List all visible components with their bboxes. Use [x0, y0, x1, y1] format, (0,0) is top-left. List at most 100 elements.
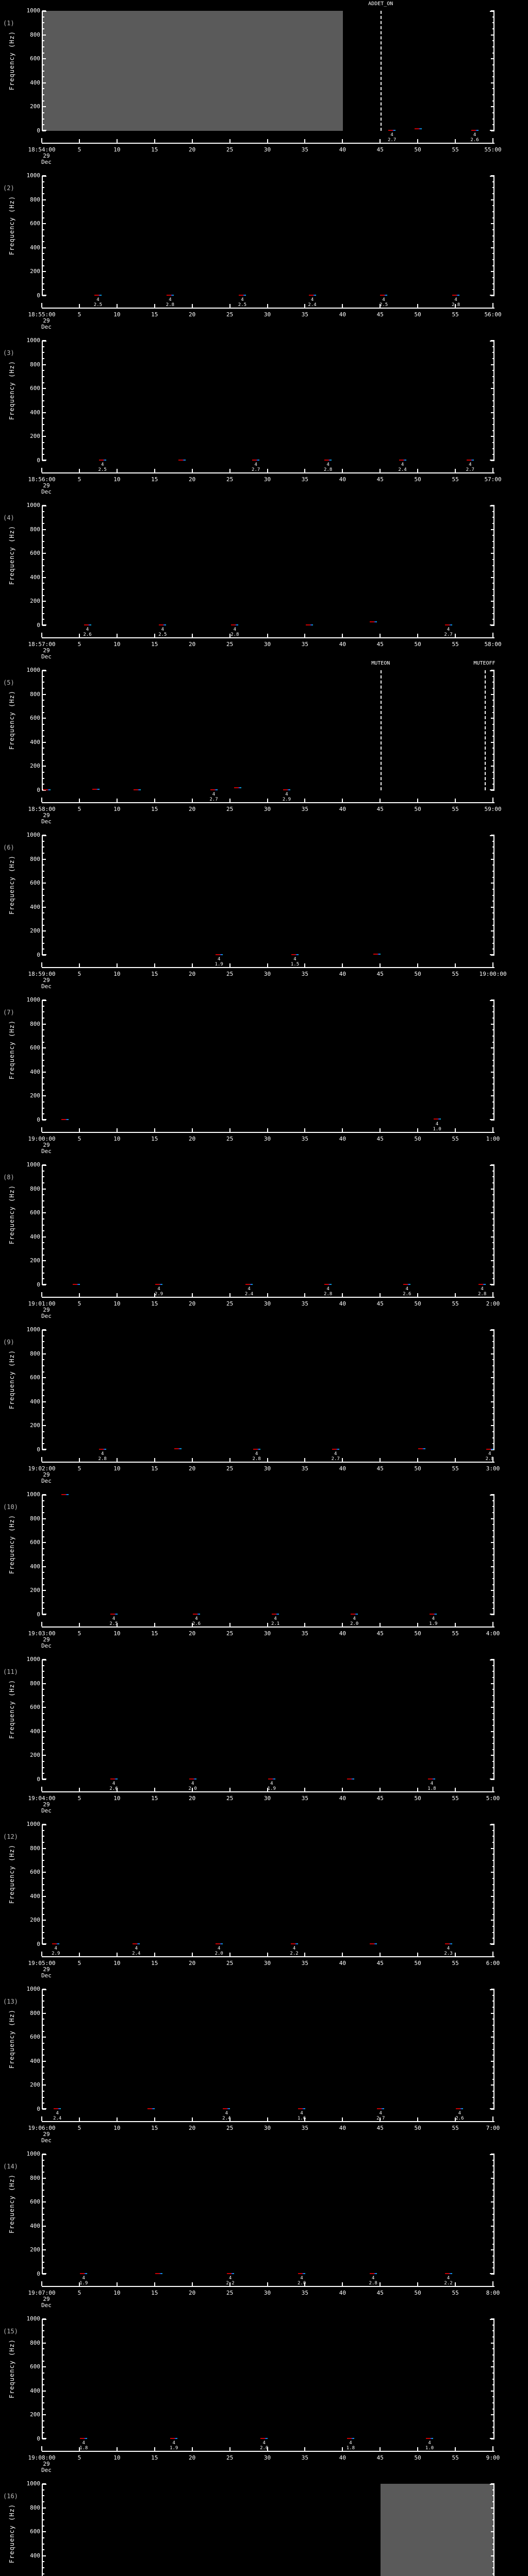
x-axis-tick [78, 2117, 80, 2121]
detection-count-label: 4 [254, 462, 257, 467]
y-axis-tick [42, 1413, 44, 1415]
x-axis-tick-label: 55 [452, 2454, 459, 2461]
y-axis-tick [42, 1944, 46, 1945]
y-axis-tick [42, 1908, 44, 1909]
y-axis-tick [492, 1029, 494, 1031]
y-axis-tick [42, 229, 44, 230]
x-axis-tick [304, 2117, 306, 2121]
y-axis-tick [42, 2030, 44, 2032]
x-axis-start-label: 19:04:00 [28, 1795, 56, 1802]
y-axis-tick [491, 1779, 494, 1780]
y-axis-tick [42, 766, 46, 767]
y-axis-tick [492, 2096, 494, 2098]
y-axis-tick [492, 2195, 494, 2197]
y-axis-tick [492, 1841, 494, 1843]
detection-count-label: 4 [195, 1616, 198, 1621]
x-axis-tick-label: 35 [301, 2290, 309, 2296]
x-axis-tick [191, 799, 193, 802]
x-axis-tick-label: 55 [452, 1465, 459, 1472]
y-axis-tick [42, 1701, 44, 1702]
x-axis-end-label: 59:00 [484, 806, 502, 812]
date-line: 29 [43, 1142, 50, 1148]
y-axis-tick [42, 2037, 46, 2038]
x-axis-tick-label: 20 [189, 971, 196, 977]
y-axis-tick [491, 2012, 494, 2014]
y-axis-tick [42, 2567, 44, 2569]
y-axis-tick [492, 382, 494, 383]
x-axis-start-label: 19:05:00 [28, 1960, 56, 1967]
y-axis-tick-label: 1000 [26, 1656, 41, 1663]
x-axis-tick-label: 40 [339, 1630, 346, 1637]
y-axis-tick [42, 2048, 44, 2050]
x-axis-tick-label: 35 [301, 971, 309, 977]
y-axis-tick [42, 400, 44, 401]
x-axis-tick-label: 35 [301, 806, 309, 812]
y-axis-tick-label: 1000 [26, 7, 41, 14]
y-axis-cap [42, 1330, 46, 1331]
x-axis-tick [492, 633, 493, 637]
y-axis-tick [42, 2348, 44, 2350]
detection-mark [268, 1778, 275, 1780]
y-axis-tick [42, 175, 46, 176]
y-axis-tick [492, 2073, 494, 2074]
y-axis-tick [491, 601, 494, 602]
date-line: Dec [41, 818, 52, 825]
x-axis-tick [229, 1293, 230, 1297]
y-axis-title: Frequency (Hz) [8, 1350, 15, 1410]
y-axis-tick [492, 2573, 494, 2574]
y-axis-tick-label: 600 [30, 55, 40, 62]
y-axis-tick [42, 1994, 44, 1996]
y-axis-tick [42, 1101, 44, 1103]
y-axis-tick [42, 2432, 44, 2434]
detection-score-label: 1.0 [433, 1127, 441, 1132]
y-axis-tick-label: 400 [30, 1563, 40, 1570]
x-axis-tick [455, 1293, 456, 1297]
x-axis-start-label: 19:02:00 [28, 1465, 56, 1472]
x-axis-tick-label: 20 [189, 2125, 196, 2131]
date-line: 29 [43, 482, 50, 489]
y-axis-tick [42, 1272, 44, 1274]
detection-mark [403, 1283, 411, 1285]
y-axis-tick [492, 2501, 494, 2502]
x-axis-end-label: 4:00 [486, 1630, 500, 1637]
y-axis-tick [42, 1731, 46, 1732]
y-axis-tick-label: 400 [30, 1398, 40, 1405]
y-axis-tick [42, 1341, 44, 1343]
y-axis-tick [492, 1101, 494, 1103]
x-axis-tick-label: 10 [113, 1465, 121, 1472]
x-axis-tick [41, 1127, 42, 1132]
y-axis-tick [491, 460, 494, 461]
y-axis-cap [490, 1495, 494, 1496]
y-axis-tick [492, 1011, 494, 1013]
y-axis-tick [42, 906, 46, 908]
x-axis-tick-label: 10 [113, 1630, 121, 1637]
y-axis-tick [42, 2414, 46, 2416]
x-axis-tick [304, 304, 306, 308]
x-axis-tick-label: 25 [226, 1136, 234, 1142]
y-axis-tick [42, 1242, 44, 1244]
y-axis-tick [492, 723, 494, 725]
x-axis-tick-label: 45 [376, 1300, 384, 1307]
x-axis-tick [154, 1623, 155, 1626]
y-axis-tick [492, 1194, 494, 1196]
x-axis-tick-label: 40 [339, 476, 346, 483]
detection-count-label: 4 [473, 132, 476, 138]
x-axis-tick [455, 2117, 456, 2121]
y-axis-tick [42, 1071, 46, 1073]
y-axis-tick [492, 919, 494, 920]
x-axis-tick-label: 55 [452, 2290, 459, 2296]
x-axis-tick [78, 2447, 80, 2451]
y-axis-tick [492, 1365, 494, 1366]
y-axis-tick [42, 2549, 44, 2551]
y-axis-tick [491, 625, 494, 626]
y-axis-tick [492, 2243, 494, 2245]
y-axis-tick [42, 2342, 46, 2344]
detection-mark [298, 2108, 306, 2109]
y-axis-tick [491, 2201, 494, 2203]
detection-score-label: 2.8 [252, 1456, 261, 1462]
x-axis-tick [41, 798, 42, 802]
y-axis-tick-label: 600 [30, 1869, 40, 1876]
x-axis-tick [380, 2282, 381, 2286]
x-axis-tick [304, 139, 306, 143]
y-axis-tick [492, 442, 494, 444]
